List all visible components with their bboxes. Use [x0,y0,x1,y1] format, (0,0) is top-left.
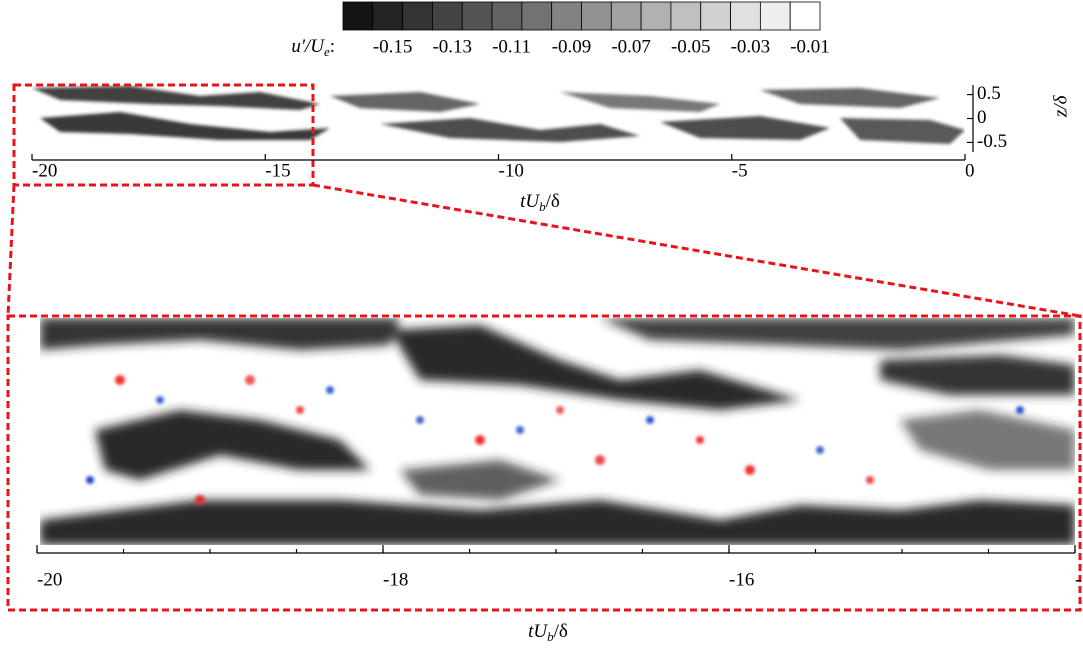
colorbar-tick-label: -0.07 [611,36,651,57]
x-axis-label-suffix: /δ [546,191,560,212]
colorbar-cell [521,1,553,31]
x-axis-label: tUb/δ [528,621,568,644]
colorbar-cell [700,1,731,31]
x-tick-label: -5 [732,160,748,181]
x-axis-label: tUb/δ [520,191,560,214]
colorbar-label-main: u'/U [291,36,325,57]
y-tick-label: 0 [977,107,987,128]
colorbar-label-sub: e [324,44,330,59]
colorbar-cell [789,1,821,31]
colorbar-cell [670,1,702,31]
colorbar-cell [640,1,672,31]
x-tick-label: -20 [32,160,57,181]
zoom-box [6,83,1082,612]
colorbar-cell [491,1,523,31]
colorbar-tick-label: -0.05 [671,36,711,57]
colorbar-tick-label: -0.13 [432,36,472,57]
colorbar-tick-label: -0.11 [492,36,531,57]
x-tick-label: -14 [1075,569,1083,590]
colorbar-cell [610,1,642,31]
colorbar-cell [432,1,463,31]
x-axis-label-sub: b [539,199,546,214]
colorbar-cell [581,1,612,31]
field-bottom [40,318,1075,545]
colorbar-cell [372,1,404,31]
x-tick-label: -20 [37,569,62,590]
colorbar-tick-label: -0.01 [790,36,830,57]
colorbar-cell [551,1,582,31]
x-tick-label: 0 [965,160,975,181]
y-axis-label: z/δ [1050,94,1071,118]
x-axis-label-sub: b [547,629,554,644]
colorbar-label: u'/Ue: [291,36,335,59]
x-axis-label-main: tU [528,621,548,642]
x-axis-label-suffix: /δ [554,621,568,642]
colorbar-cell [461,1,493,31]
colorbar-cell [342,1,374,31]
y-tick-label: 0.5 [977,83,1001,104]
x-axis-label-main: tU [520,191,540,212]
colorbar-tick-label: -0.15 [373,36,413,57]
colorbar-label-suffix: : [330,36,335,57]
field-top [32,86,965,144]
y-tick-label: -0.5 [977,131,1007,152]
colorbar-tick-label: -0.09 [552,36,592,57]
x-tick-label: -10 [499,160,524,181]
colorbar-cell [402,1,433,31]
colorbar-cell [759,1,791,31]
colorbar-cell [730,1,761,31]
colorbar-tick-label: -0.03 [731,36,771,57]
x-tick-label: -18 [383,569,408,590]
x-tick-label: -15 [265,160,290,181]
x-tick-label: -16 [729,569,754,590]
